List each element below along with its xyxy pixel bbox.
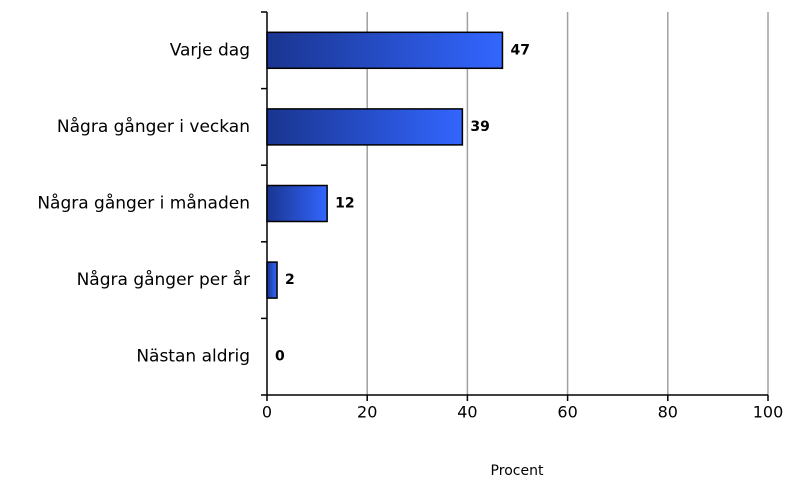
x-tick-label: 80 — [658, 403, 678, 422]
x-tick-label: 40 — [457, 403, 477, 422]
x-tick-label: 0 — [262, 403, 272, 422]
bar — [266, 184, 328, 223]
data-label: 12 — [335, 196, 354, 212]
x-axis-label: Procent — [491, 463, 544, 479]
x-tick-label: 20 — [357, 403, 377, 422]
bar — [266, 108, 464, 146]
data-label: 2 — [285, 272, 295, 288]
y-tick-label: Nästan aldrig — [136, 347, 250, 367]
y-tick-label: Några gånger i veckan — [57, 116, 250, 137]
x-tick-label: 100 — [753, 403, 784, 422]
data-label: 39 — [470, 119, 489, 135]
y-tick-label: Några gånger per år — [77, 269, 250, 290]
data-label: 47 — [510, 42, 529, 58]
data-label: 0 — [275, 349, 285, 365]
y-tick-label: Varje dag — [170, 40, 250, 60]
bar — [266, 261, 278, 299]
y-tick-label: Några gånger i månaden — [37, 193, 250, 214]
x-tick-label: 60 — [557, 403, 577, 422]
bar — [266, 31, 504, 70]
